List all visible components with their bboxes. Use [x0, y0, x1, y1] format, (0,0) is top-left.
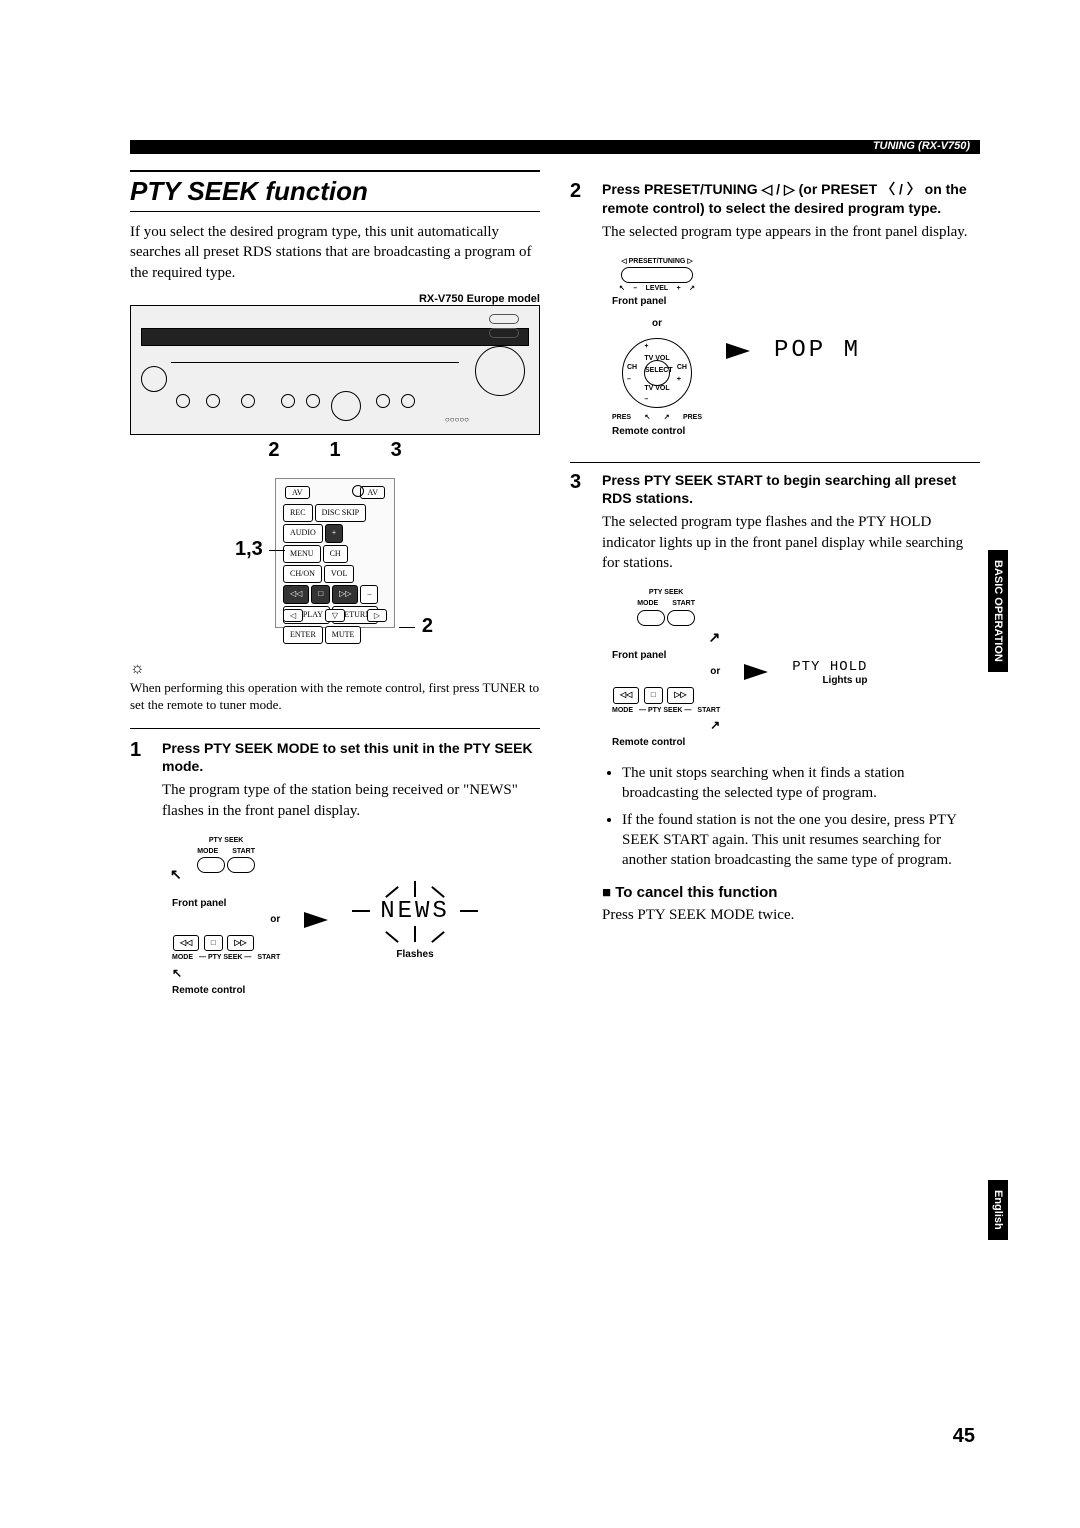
- front-panel-label-2: Front panel: [612, 294, 702, 310]
- intro-text: If you select the desired program type, …: [130, 222, 540, 283]
- cancel-heading: To cancel this function: [602, 884, 980, 901]
- bullet-2: If the found station is not the one you …: [622, 810, 980, 871]
- arrow-icon-3: [744, 664, 768, 680]
- display-pop-m: POP M: [774, 337, 861, 364]
- step-1-num: 1: [130, 739, 148, 1011]
- tip-text: When performing this operation with the …: [130, 680, 540, 714]
- preset-tuning-label: PRESET/TUNING: [629, 258, 686, 265]
- left-column: PTY SEEK function If you select the desi…: [130, 170, 540, 1011]
- header-breadcrumb: TUNING (RX-V750): [873, 140, 970, 152]
- cancel-text: Press PTY SEEK MODE twice.: [602, 905, 980, 925]
- arrow-icon-2: [726, 343, 750, 359]
- remote-pad: +TV VOL TV VOL– CH– CH+ SELECT: [622, 338, 692, 408]
- receiver-diagram: ○○○○○: [130, 305, 540, 435]
- start-label-2: START: [257, 952, 280, 963]
- pty-seek-label: PTY SEEK: [209, 837, 244, 844]
- pres-label-r: PRES: [683, 412, 702, 423]
- step-2-diagram: ◁ PRESET/TUNING ▷ ↖–LEVEL+↗ Front panel …: [612, 256, 702, 440]
- mode-label: MODE: [197, 846, 218, 857]
- display-news: NEWS: [380, 898, 450, 925]
- pty-seek-label-3: PTY SEEK: [649, 589, 684, 596]
- flashes-label: Flashes: [352, 949, 478, 960]
- step-2-num: 2: [570, 180, 588, 452]
- page-number: 45: [953, 1425, 975, 1448]
- or-label-3: or: [612, 664, 720, 680]
- diagram-step-numbers: 2 1 3: [130, 439, 540, 462]
- step-1-text: The program type of the station being re…: [162, 780, 540, 821]
- side-tab-basic-operation: BASIC OPERATION: [988, 550, 1008, 672]
- tip-icon: ☼: [130, 660, 540, 678]
- header-bar: [130, 140, 980, 154]
- section-title: PTY SEEK function: [130, 170, 540, 212]
- front-panel-label-3: Front panel: [612, 648, 720, 664]
- start-label-3: START: [672, 598, 695, 609]
- mode-label-2: MODE: [172, 952, 193, 963]
- callout-2: 2: [422, 615, 433, 638]
- mode-label-3: MODE: [637, 598, 658, 609]
- pty-hold-text: PTY HOLD: [792, 659, 867, 675]
- step-1-diagram: PTY SEEK MODE START ↖ Front panel or ◁◁ …: [172, 835, 280, 999]
- step-3: 3 Press PTY SEEK START to begin searchin…: [570, 462, 980, 934]
- step-3-bullets: The unit stops searching when it finds a…: [622, 763, 980, 870]
- mode-label-4: MODE: [612, 705, 633, 716]
- step-2-title: Press PRESET/TUNING ◁ / ▷ (or PRESET 〈 /…: [602, 180, 980, 218]
- right-column: 2 Press PRESET/TUNING ◁ / ▷ (or PRESET 〈…: [570, 170, 980, 1011]
- select-label: SELECT: [645, 367, 673, 374]
- step-3-num: 3: [570, 471, 588, 934]
- callout-1-3: 1,3: [235, 538, 263, 561]
- front-panel-label: Front panel: [172, 896, 280, 912]
- step-num-1: 1: [329, 439, 340, 462]
- start-label-4: START: [697, 705, 720, 716]
- pty-seek-label-2: PTY SEEK: [208, 954, 243, 961]
- step-2-text: The selected program type appears in the…: [602, 222, 980, 242]
- or-label-2: or: [612, 316, 702, 332]
- side-tab-english: English: [988, 1180, 1008, 1240]
- step-1: 1 Press PTY SEEK MODE to set this unit i…: [130, 739, 540, 1011]
- step-3-text: The selected program type flashes and th…: [602, 512, 980, 573]
- start-label: START: [232, 846, 255, 857]
- arrow-icon: [304, 912, 328, 928]
- or-label: or: [172, 912, 280, 928]
- lights-up-label: Lights up: [792, 675, 867, 686]
- bullet-1: The unit stops searching when it finds a…: [622, 763, 980, 804]
- news-display: NEWS Flashes: [352, 880, 478, 960]
- step-3-diagram: PTY SEEK MODE START ↗ Front panel or ◁◁ …: [612, 587, 720, 751]
- model-label: RX-V750 Europe model: [130, 293, 540, 305]
- step-1-title: Press PTY SEEK MODE to set this unit in …: [162, 739, 540, 777]
- pty-hold-display: PTY HOLD Lights up: [792, 659, 867, 686]
- remote-label: Remote control: [172, 983, 280, 999]
- step-num-3: 3: [391, 439, 402, 462]
- step-num-2: 2: [268, 439, 279, 462]
- remote-label-3: Remote control: [612, 735, 720, 751]
- level-label: LEVEL: [646, 283, 669, 294]
- step-3-title: Press PTY SEEK START to begin searching …: [602, 471, 980, 509]
- remote-label-2: Remote control: [612, 424, 702, 440]
- remote-diagram: AV AV RECDISC SKIPAUDIO+ MENUCHCH/ONVOL …: [275, 478, 395, 628]
- pty-seek-label-4: PTY SEEK: [648, 707, 683, 714]
- step-2: 2 Press PRESET/TUNING ◁ / ▷ (or PRESET 〈…: [570, 180, 980, 452]
- pres-label-l: PRES: [612, 412, 631, 423]
